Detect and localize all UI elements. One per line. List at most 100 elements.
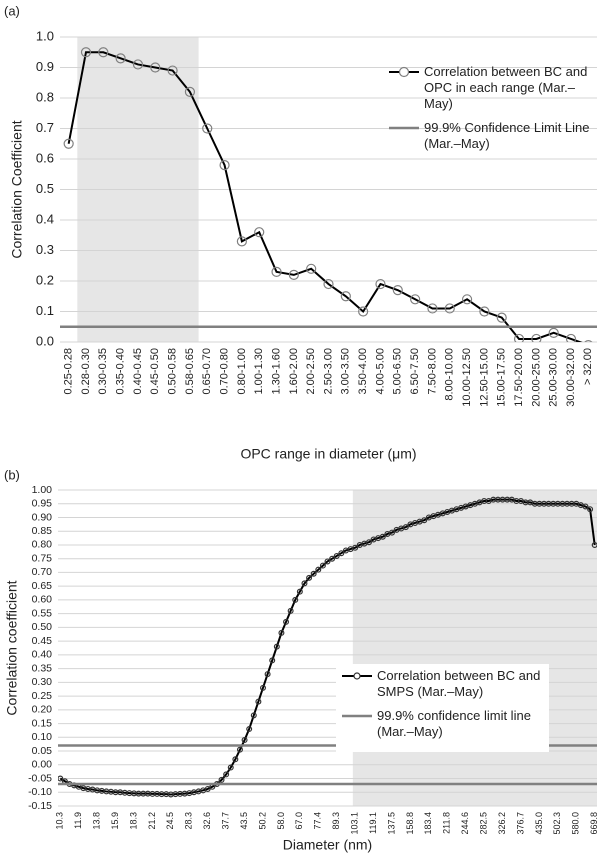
x-tick-label: 0.40-0.45 (132, 348, 144, 394)
marker (427, 303, 438, 314)
x-tick-label: 0.28-0.30 (80, 348, 92, 394)
y-tick-label: 0.55 (32, 607, 53, 619)
marker (402, 524, 409, 531)
marker (202, 123, 213, 134)
x-tick-label: 58.0 (276, 812, 286, 830)
y-tick-label: 0.80 (32, 539, 53, 551)
x-tick-label: 5.00-6.50 (392, 348, 404, 394)
x-tick-label: 580.0 (571, 812, 581, 835)
x-tick-label: 8.00-10.00 (444, 348, 456, 401)
y-tick-label: 0.4 (36, 211, 54, 226)
legend-label: 99.9% Confidence Limit Line (Mar.–May) (424, 120, 590, 151)
marker (306, 574, 313, 581)
marker (513, 333, 525, 342)
marker (246, 726, 253, 733)
marker (223, 771, 230, 778)
marker (292, 596, 299, 603)
x-tick-label: 77.4 (313, 812, 323, 830)
y-tick-label: 0.6 (36, 150, 54, 165)
y-tick-label: 0.35 (32, 662, 53, 674)
x-tick-label: 15.00-17.50 (496, 348, 508, 407)
x-tick-label: 7.50-8.00 (426, 348, 438, 394)
x-tick-label: 10.00-12.50 (461, 348, 473, 407)
marker (271, 266, 282, 277)
x-tick-label: 669.8 (589, 812, 599, 835)
x-tick-label: > 32.00 (582, 348, 594, 385)
marker (358, 306, 369, 317)
chart: -0.15 -0.10 -0.050.00 0.05 0.10 0.150.20 0.25 0… (4, 467, 599, 852)
marker (461, 294, 473, 305)
y-tick-label: 0.5 (36, 181, 54, 196)
marker (115, 53, 126, 64)
x-tick-label: 435.0 (534, 812, 544, 835)
legend: Correlation between BC and OPC in each r… (383, 60, 596, 164)
marker (227, 764, 234, 771)
marker (333, 552, 340, 559)
y-tick-label: 0.05 (32, 745, 53, 757)
x-tick-label: 282.5 (479, 812, 489, 835)
marker (184, 86, 196, 98)
marker (264, 671, 271, 678)
x-tick-label: 2.50-3.00 (322, 348, 334, 394)
x-tick-label: 15.9 (110, 812, 120, 830)
y-tick-label: 0.50 (32, 621, 53, 633)
x-tick-label: 43.5 (239, 812, 249, 830)
x-axis-title: OPC range in diameter (μm) (240, 446, 416, 462)
legend-marker (398, 66, 410, 78)
y-tick-label: 0.85 (32, 525, 53, 537)
legend-swatch (342, 714, 372, 718)
marker (167, 65, 178, 76)
marker (306, 263, 317, 274)
marker (287, 607, 294, 614)
series (58, 496, 597, 798)
marker (232, 756, 239, 763)
x-tick-label: 67.0 (294, 812, 304, 830)
y-tick-label: 1.0 (36, 28, 54, 43)
marker (204, 785, 211, 792)
marker (269, 657, 276, 664)
x-tick-label: 183.4 (423, 812, 433, 835)
x-tick-label: 13.8 (92, 812, 102, 830)
marker (273, 643, 280, 650)
y-tick-label: 0.15 (32, 717, 53, 729)
marker (283, 618, 290, 625)
panel-label: (b) (4, 467, 20, 482)
legend-marker (353, 672, 361, 680)
y-tick-label: -0.15 (28, 800, 52, 812)
marker (132, 59, 144, 70)
x-tick-label: 11.9 (73, 812, 83, 829)
x-tick-label: 0.30-0.35 (97, 348, 109, 394)
y-tick-label: 0.10 (32, 731, 53, 743)
marker (388, 529, 395, 536)
x-tick-label: 3.50-4.00 (357, 348, 369, 394)
y-tick-label: 0.30 (32, 676, 53, 688)
y-tick-label: -0.10 (28, 786, 52, 798)
x-tick-label: 4.00-5.00 (374, 348, 386, 394)
y-tick-label: 1.00 (32, 484, 53, 496)
marker (444, 303, 455, 314)
x-tick-label: 12.50-15.00 (478, 348, 490, 407)
marker (288, 269, 299, 280)
legend-item: Correlation between BC and OPC in each r… (387, 64, 592, 112)
marker (587, 506, 594, 513)
marker (329, 555, 336, 562)
y-tick-label: 0.2 (36, 272, 54, 287)
marker (548, 327, 559, 338)
marker (421, 517, 428, 524)
marker (392, 285, 403, 296)
y-tick-label: 0.65 (32, 580, 53, 592)
x-axis-title: Diameter (nm) (283, 837, 372, 853)
marker (584, 339, 593, 342)
x-tick-label: 25.00-30.00 (548, 348, 560, 407)
y-tick-label: 0.60 (32, 594, 53, 606)
x-tick-label: 0.58-0.65 (184, 348, 196, 394)
y-tick-label: 0.9 (36, 59, 54, 74)
marker (80, 47, 92, 58)
x-tick-label: 244.6 (460, 812, 470, 835)
marker (260, 684, 267, 691)
marker (98, 47, 109, 58)
y-tick-label: 0.75 (32, 552, 53, 564)
marker (365, 539, 372, 546)
chart: 0.0 0.1 0.2 0.3 0.4 0.5 0.6 0.7 0.8 0.9 1.0 0.25-0.… (4, 3, 597, 462)
